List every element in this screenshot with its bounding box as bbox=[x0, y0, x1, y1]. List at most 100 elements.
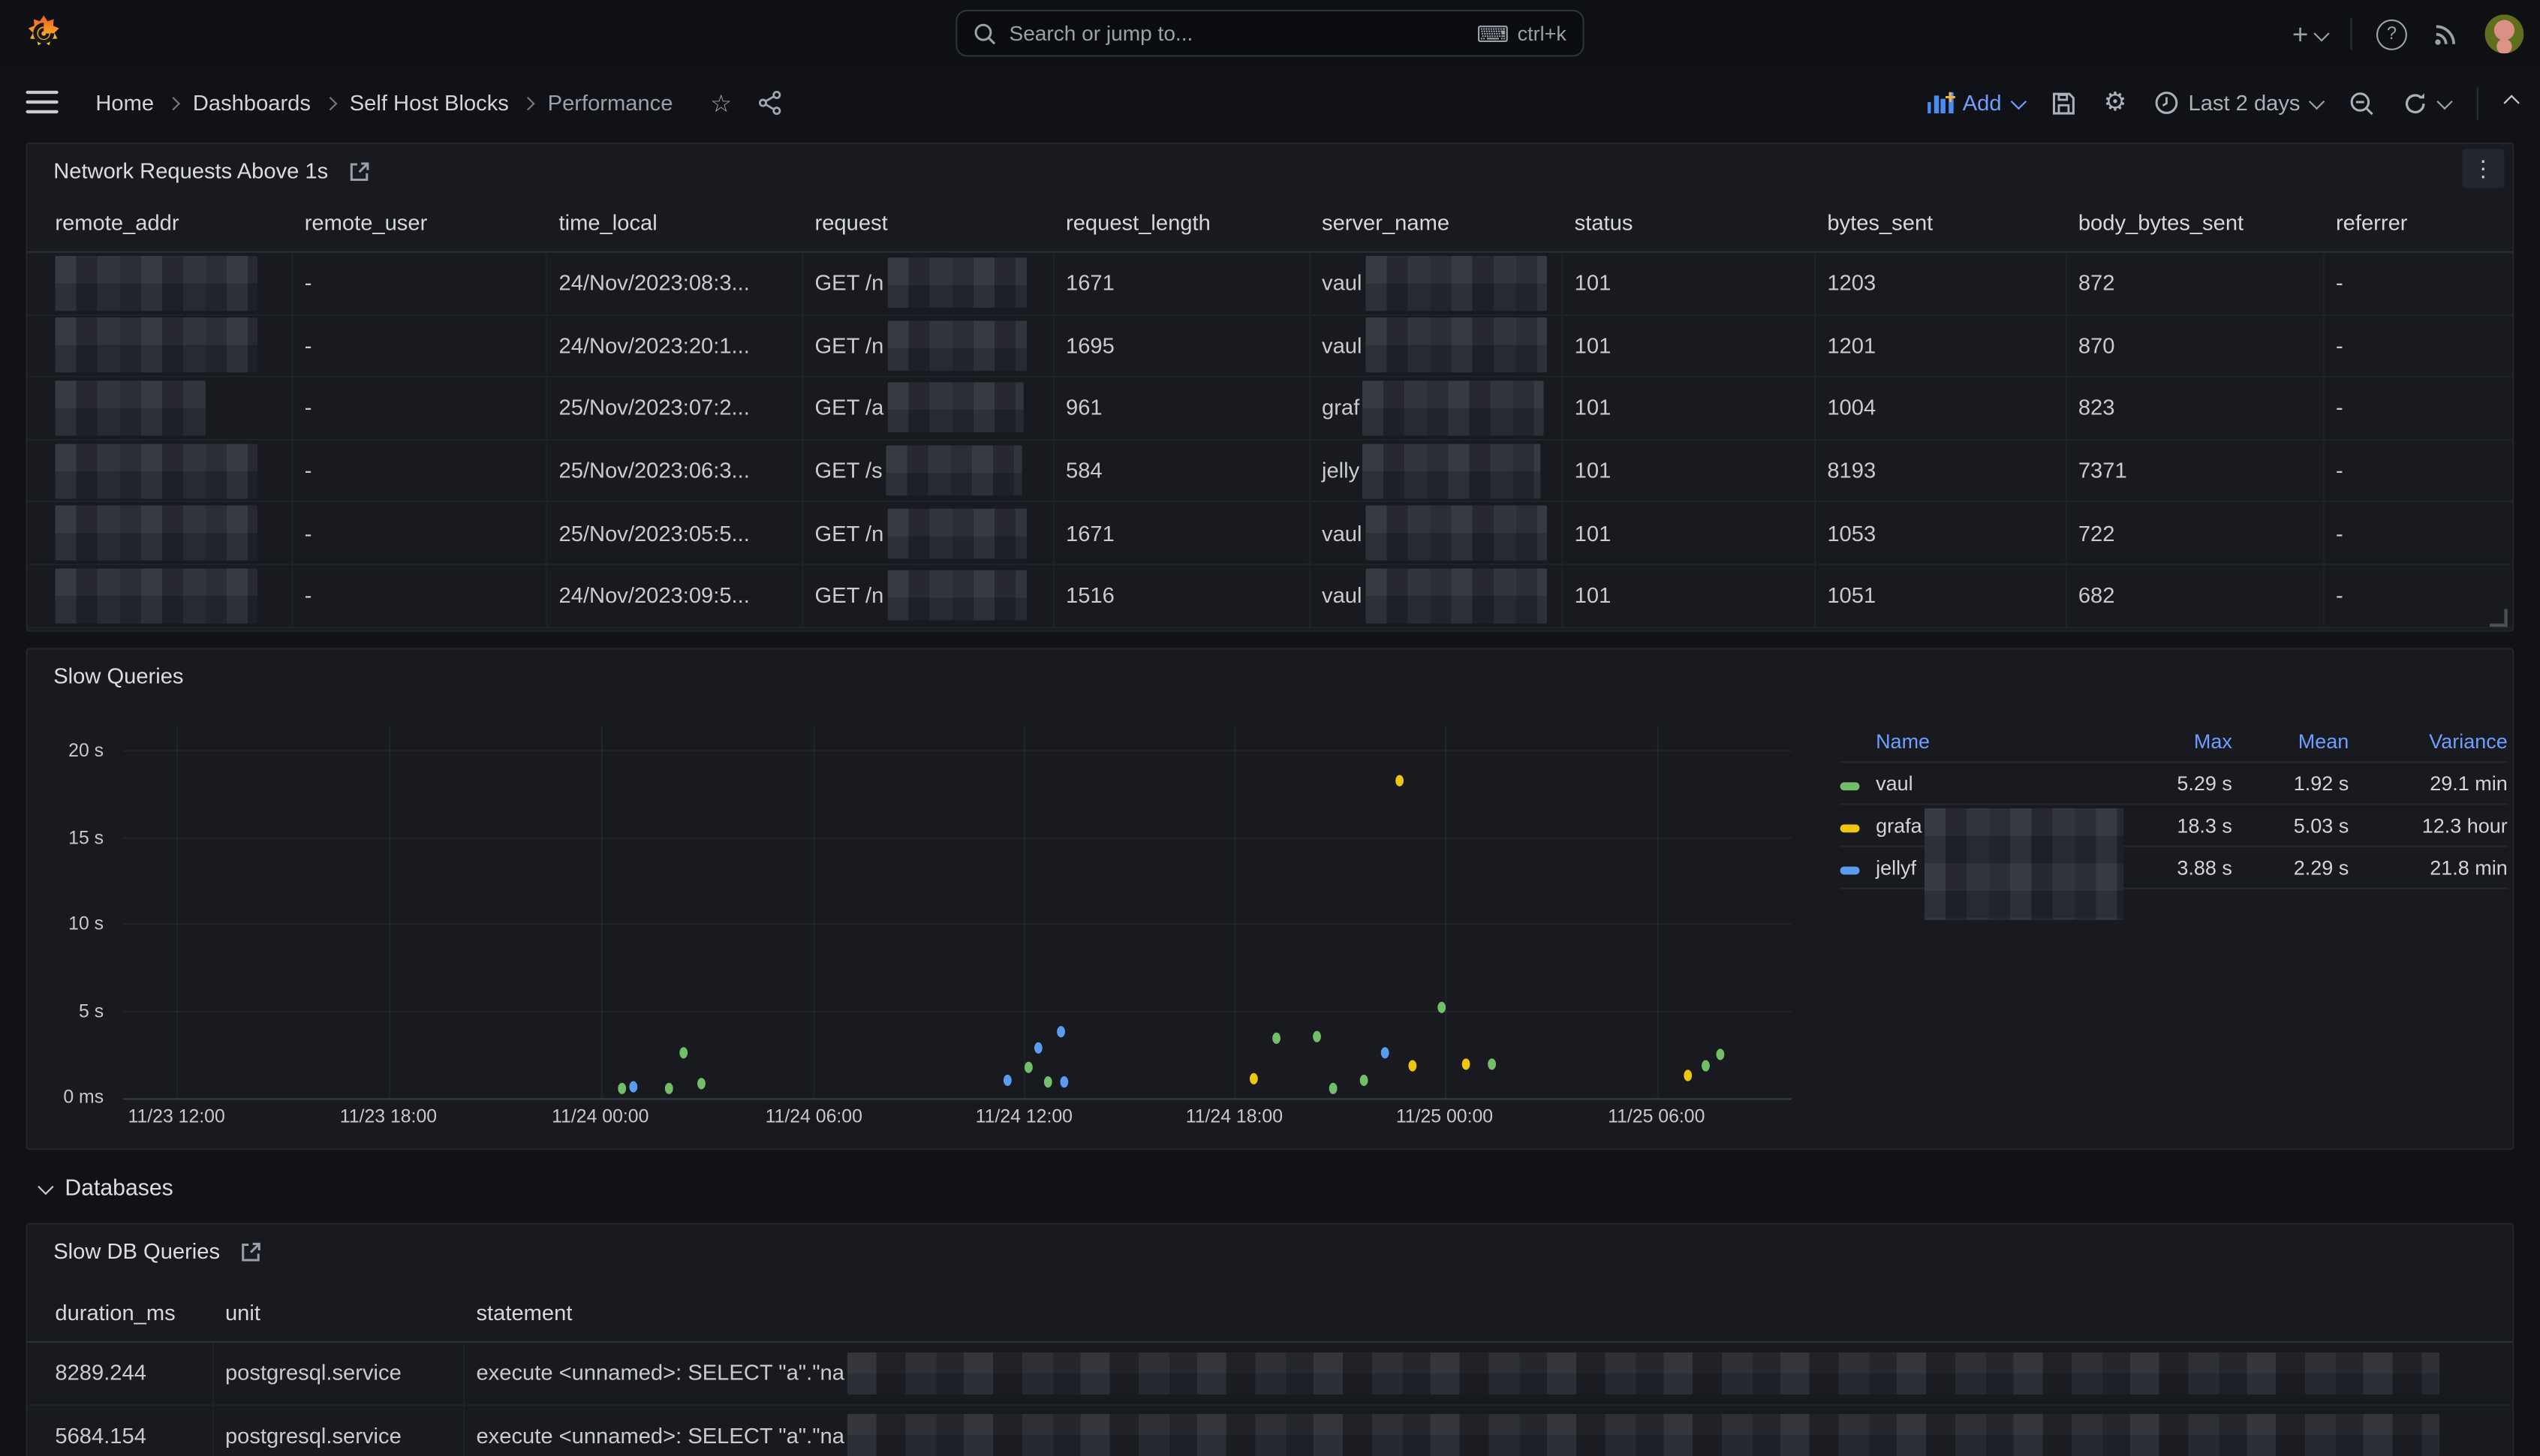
panel-menu-button[interactable]: ⋮ bbox=[2462, 149, 2505, 188]
cell-remote-user: - bbox=[293, 314, 548, 377]
legend-row[interactable]: vaul 5.29 s 1.92 s 29.1 min bbox=[1840, 763, 2508, 805]
column-header[interactable]: bytes_sent bbox=[1827, 209, 1934, 234]
column-header[interactable]: duration_ms bbox=[55, 1299, 176, 1325]
redacted-remote-addr bbox=[55, 255, 258, 311]
legend-max-value: 5.29 s bbox=[2177, 772, 2232, 795]
column-header[interactable]: referrer bbox=[2335, 209, 2408, 234]
top-nav-bar: Search or jump to... ⌨ ctrl+k + bbox=[0, 0, 2540, 70]
column-header[interactable]: time_local bbox=[558, 209, 658, 234]
column-header[interactable]: body_bytes_sent bbox=[2078, 209, 2244, 234]
scatter-point bbox=[1395, 775, 1404, 787]
cell-request-length: 584 bbox=[1055, 440, 1311, 501]
scatter-point bbox=[1003, 1073, 1012, 1086]
y-tick-label: 15 s bbox=[68, 828, 104, 848]
panel-resize-handle[interactable] bbox=[2489, 609, 2508, 627]
news-button[interactable] bbox=[2431, 20, 2460, 49]
refresh-button[interactable] bbox=[2402, 90, 2453, 116]
scatter-point bbox=[1715, 1048, 1724, 1061]
cell-server-name: vaul bbox=[1311, 502, 1563, 564]
column-header[interactable]: remote_addr bbox=[55, 209, 179, 234]
add-button[interactable]: + Add bbox=[1927, 86, 2027, 115]
cell-statement: execute <unnamed>: SELECT "a"."na bbox=[465, 1405, 2512, 1456]
legend-col-variance[interactable]: Variance bbox=[2429, 730, 2508, 754]
new-button[interactable]: + bbox=[2292, 20, 2330, 48]
share-icon[interactable] bbox=[758, 90, 782, 116]
scatter-point bbox=[1380, 1047, 1389, 1059]
table-row[interactable]: -25/Nov/2023:06:3... GET /s 584 jelly 101 819… bbox=[27, 440, 2513, 503]
cell-time-local: 25/Nov/2023:07:2... bbox=[547, 378, 804, 439]
scatter-point bbox=[1025, 1062, 1034, 1074]
cell-bytes-sent: 8193 bbox=[1816, 440, 2067, 501]
x-tick-label: 11/24 12:00 bbox=[975, 1108, 1073, 1128]
scatter-plot bbox=[123, 725, 1792, 1100]
request-prefix: GET /n bbox=[814, 583, 884, 608]
cell-body-bytes-sent: 722 bbox=[2067, 502, 2325, 564]
scatter-point bbox=[1360, 1075, 1369, 1087]
help-button[interactable] bbox=[2376, 18, 2407, 50]
legend-col-max[interactable]: Max bbox=[2193, 730, 2232, 754]
keyboard-icon: ⌨ bbox=[1476, 20, 1509, 47]
x-tick-label: 11/24 06:00 bbox=[765, 1108, 862, 1128]
breadcrumb-folder[interactable]: Self Host Blocks bbox=[349, 90, 509, 116]
add-panel-icon: + bbox=[1927, 86, 1956, 114]
grafana-logo-icon[interactable] bbox=[24, 14, 63, 53]
collapse-toolbar-button[interactable] bbox=[2503, 95, 2520, 111]
external-link-icon[interactable] bbox=[239, 1240, 262, 1262]
y-axis-labels: 0 ms 5 s 10 s 15 s 20 s bbox=[28, 726, 104, 1109]
cell-server-name: vaul bbox=[1311, 565, 1563, 627]
zoom-out-button[interactable] bbox=[2349, 90, 2375, 116]
gear-icon: ⚙ bbox=[2103, 88, 2127, 116]
table-row[interactable]: -25/Nov/2023:07:2... GET /a 961 graf 101 1004… bbox=[27, 378, 2513, 441]
row-databases[interactable]: Databases bbox=[26, 1166, 173, 1208]
column-header[interactable]: request_length bbox=[1066, 209, 1211, 234]
legend-series-name[interactable]: jellyf bbox=[1876, 856, 1917, 879]
table-row[interactable]: 8289.244 postgresql.service execute <unnam… bbox=[27, 1343, 2513, 1406]
search-input[interactable]: Search or jump to... ⌨ ctrl+k bbox=[956, 9, 1584, 57]
legend-mean-value: 5.03 s bbox=[2293, 814, 2349, 837]
legend-col-name[interactable]: Name bbox=[1876, 730, 1931, 754]
column-header[interactable]: request bbox=[814, 209, 888, 234]
legend-series-name[interactable]: grafa bbox=[1876, 814, 1922, 837]
cell-status: 101 bbox=[1563, 565, 1816, 627]
save-icon bbox=[2052, 92, 2075, 114]
save-dashboard-button[interactable] bbox=[2050, 90, 2076, 116]
breadcrumb-home[interactable]: Home bbox=[95, 90, 155, 116]
redacted-request bbox=[886, 320, 1027, 371]
table-row[interactable]: -24/Nov/2023:20:1... GET /n 1695 vaul 101 120… bbox=[27, 314, 2513, 378]
clock-icon bbox=[2155, 92, 2178, 114]
cell-remote-addr bbox=[28, 378, 293, 439]
legend-col-mean[interactable]: Mean bbox=[2298, 730, 2349, 754]
column-header[interactable]: server_name bbox=[1322, 209, 1450, 234]
column-header[interactable]: statement bbox=[476, 1299, 573, 1325]
menu-toggle-icon[interactable] bbox=[26, 90, 59, 114]
help-icon bbox=[2376, 18, 2407, 50]
cell-request: GET /a bbox=[803, 378, 1055, 439]
legend-row[interactable]: jellyf 3.88 s 2.29 s 21.8 min bbox=[1840, 847, 2508, 889]
chevron-up-icon bbox=[2503, 95, 2520, 111]
scatter-point bbox=[1060, 1076, 1069, 1088]
cell-body-bytes-sent: 682 bbox=[2067, 565, 2325, 627]
table-row[interactable]: -24/Nov/2023:09:5... GET /n 1516 vaul 101 105… bbox=[27, 565, 2513, 628]
breadcrumb: Home Dashboards Self Host Blocks Perform… bbox=[95, 89, 782, 118]
cell-body-bytes-sent: 7371 bbox=[2067, 440, 2325, 501]
x-tick-label: 11/23 18:00 bbox=[339, 1108, 438, 1128]
time-range-picker[interactable]: Last 2 days bbox=[2154, 91, 2325, 115]
breadcrumb-dashboards[interactable]: Dashboards bbox=[192, 90, 311, 116]
scatter-point bbox=[1329, 1082, 1337, 1094]
table-row[interactable]: -25/Nov/2023:05:5... GET /n 1671 vaul 101 105… bbox=[27, 502, 2513, 566]
favorite-star-icon[interactable]: ☆ bbox=[710, 89, 733, 118]
column-header[interactable]: remote_user bbox=[304, 209, 428, 234]
redacted-statement bbox=[847, 1352, 2440, 1394]
external-link-icon[interactable] bbox=[348, 160, 370, 182]
table-row[interactable]: 5684.154 postgresql.service execute <unnam… bbox=[28, 1405, 2513, 1456]
cell-time-local: 24/Nov/2023:20:1... bbox=[547, 314, 804, 377]
legend-row[interactable]: grafa 18.3 s 5.03 s 12.3 hour bbox=[1840, 805, 2508, 847]
chevron-down-icon bbox=[2009, 93, 2027, 110]
dashboard-settings-button[interactable]: ⚙ bbox=[2103, 88, 2127, 116]
legend-series-name[interactable]: vaul bbox=[1876, 772, 1913, 795]
user-avatar[interactable] bbox=[2484, 14, 2524, 54]
column-header[interactable]: unit bbox=[224, 1299, 260, 1325]
cell-duration-ms: 5684.154 bbox=[28, 1405, 214, 1456]
table-row[interactable]: -24/Nov/2023:08:3... GET /n 1671 vaul 101 120… bbox=[27, 252, 2513, 315]
column-header[interactable]: status bbox=[1574, 209, 1633, 234]
